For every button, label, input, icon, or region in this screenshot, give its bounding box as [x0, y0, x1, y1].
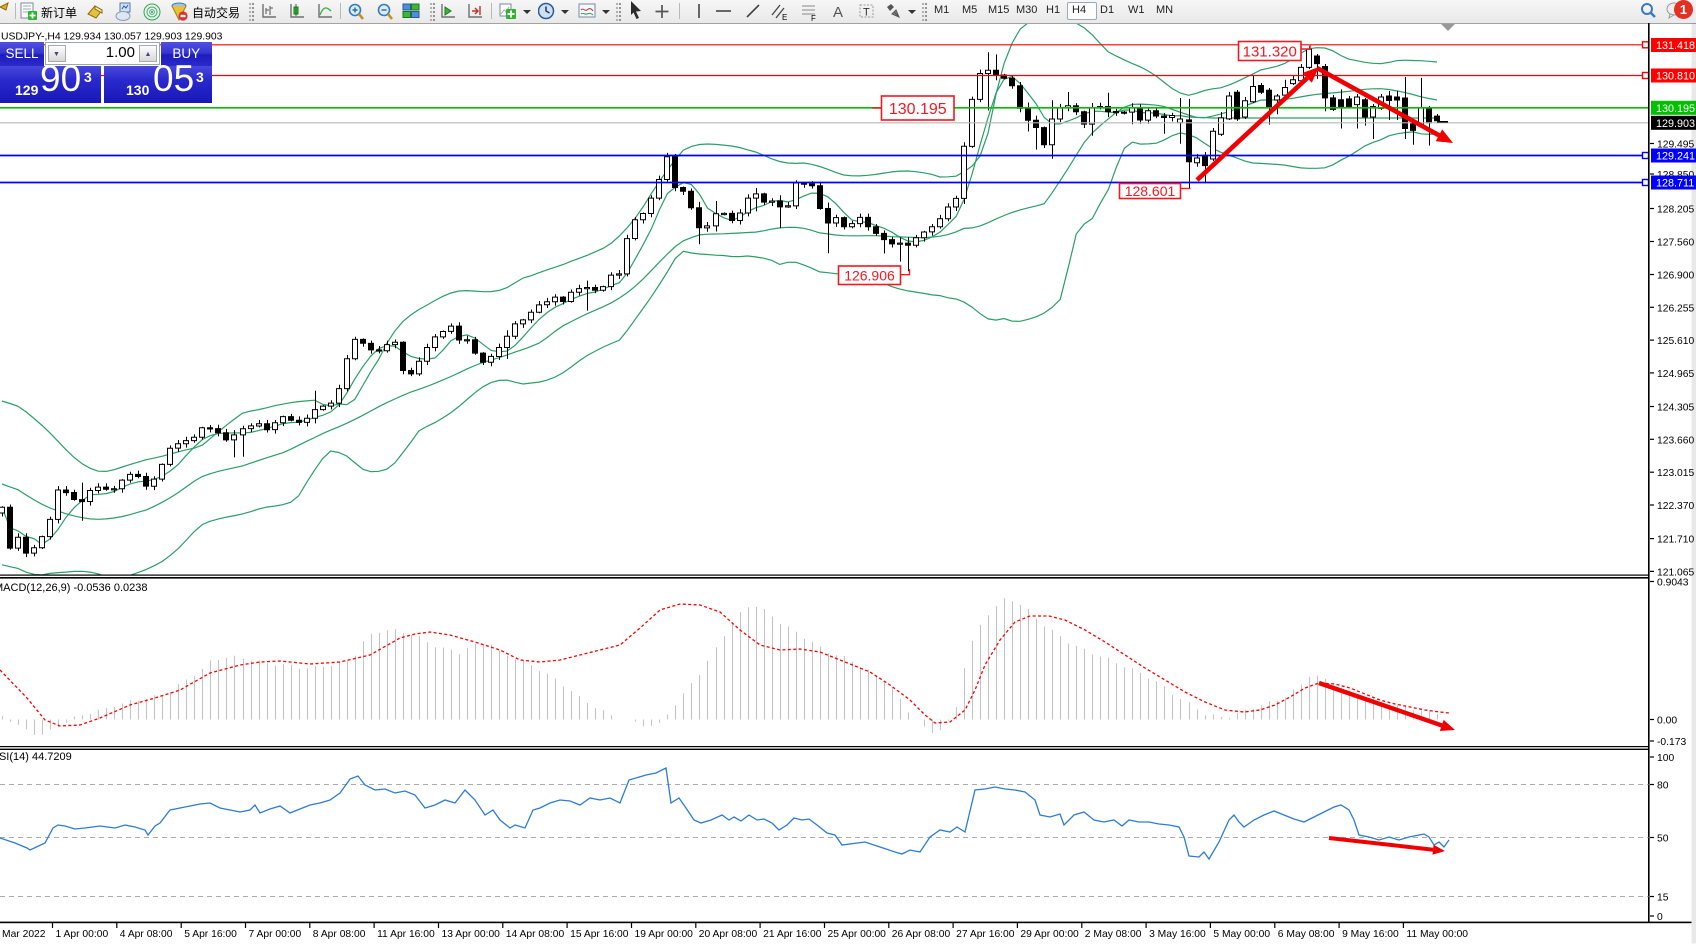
- svg-text:-0.173: -0.173: [1657, 737, 1686, 748]
- svg-text:130.195: 130.195: [1656, 103, 1695, 115]
- svg-text:121.710: 121.710: [1657, 535, 1694, 546]
- svg-text:50: 50: [1657, 834, 1669, 845]
- svg-text:128.711: 128.711: [1656, 178, 1694, 190]
- svg-text:E: E: [782, 13, 787, 22]
- svg-text:15 Apr 16:00: 15 Apr 16:00: [570, 929, 629, 940]
- svg-text:125.610: 125.610: [1657, 336, 1694, 347]
- svg-text:25 Apr 00:00: 25 Apr 00:00: [828, 929, 887, 940]
- svg-text:27 Apr 16:00: 27 Apr 16:00: [956, 929, 1015, 940]
- svg-text:124.965: 124.965: [1657, 369, 1694, 380]
- svg-text:2 May 08:00: 2 May 08:00: [1085, 929, 1142, 940]
- svg-text:21 Apr 16:00: 21 Apr 16:00: [763, 929, 822, 940]
- svg-text:122.370: 122.370: [1657, 501, 1694, 512]
- svg-text:0.00: 0.00: [1657, 716, 1677, 727]
- svg-text:5 Apr 16:00: 5 Apr 16:00: [184, 929, 237, 940]
- svg-text:26 Apr 08:00: 26 Apr 08:00: [892, 929, 951, 940]
- svg-text:123.015: 123.015: [1657, 468, 1694, 479]
- svg-text:0: 0: [1657, 912, 1663, 923]
- svg-text:USDJPY-,H4 129.934 130.057 12: USDJPY-,H4 129.934 130.057 129.903 129.9…: [1, 32, 223, 43]
- svg-text:123.660: 123.660: [1657, 435, 1694, 446]
- svg-text:129.903: 129.903: [1656, 118, 1695, 130]
- svg-text:130.195: 130.195: [889, 101, 947, 118]
- svg-text:131.320: 131.320: [1243, 43, 1297, 60]
- svg-text:126.900: 126.900: [1657, 271, 1694, 282]
- svg-text:128.205: 128.205: [1657, 205, 1694, 216]
- svg-text:4 Apr 08:00: 4 Apr 08:00: [120, 929, 173, 940]
- svg-text:T: T: [863, 7, 870, 19]
- svg-text:6 May 08:00: 6 May 08:00: [1278, 929, 1335, 940]
- svg-text:127.560: 127.560: [1657, 238, 1694, 249]
- svg-text:129.241: 129.241: [1656, 151, 1695, 163]
- svg-text:7 Apr 00:00: 7 Apr 00:00: [249, 929, 302, 940]
- svg-text:129.495: 129.495: [1657, 140, 1694, 151]
- svg-text:80: 80: [1657, 781, 1669, 792]
- svg-text:RSI(14) 44.7209: RSI(14) 44.7209: [0, 751, 72, 763]
- svg-text:F: F: [811, 14, 816, 22]
- svg-text:0.9043: 0.9043: [1657, 578, 1689, 589]
- svg-text:14 Apr 08:00: 14 Apr 08:00: [506, 929, 565, 940]
- svg-text:100: 100: [1657, 753, 1674, 764]
- svg-text:1 Apr 00:00: 1 Apr 00:00: [56, 929, 109, 940]
- svg-text:A: A: [833, 4, 843, 21]
- svg-text:5 May 00:00: 5 May 00:00: [1213, 929, 1270, 940]
- svg-text:126.906: 126.906: [844, 267, 895, 283]
- svg-text:13 Apr 00:00: 13 Apr 00:00: [442, 929, 501, 940]
- svg-text:131.418: 131.418: [1656, 40, 1695, 52]
- svg-text:15: 15: [1657, 893, 1669, 904]
- svg-text:124.305: 124.305: [1657, 403, 1694, 414]
- svg-text:Mar 2022: Mar 2022: [2, 929, 46, 940]
- svg-text:29 Apr 00:00: 29 Apr 00:00: [1020, 929, 1079, 940]
- svg-text:128.601: 128.601: [1125, 183, 1176, 199]
- svg-text:MACD(12,26,9) -0.0536 0.0238: MACD(12,26,9) -0.0536 0.0238: [0, 582, 147, 594]
- svg-text:11 May 00:00: 11 May 00:00: [1406, 929, 1468, 940]
- svg-text:9 May 16:00: 9 May 16:00: [1342, 929, 1399, 940]
- svg-text:126.255: 126.255: [1657, 303, 1694, 314]
- svg-text:11 Apr 16:00: 11 Apr 16:00: [377, 929, 435, 940]
- svg-text:130.810: 130.810: [1656, 71, 1695, 83]
- svg-text:121.065: 121.065: [1657, 567, 1694, 578]
- svg-text:3 May 16:00: 3 May 16:00: [1149, 929, 1206, 940]
- svg-text:19 Apr 00:00: 19 Apr 00:00: [635, 929, 694, 940]
- svg-text:8 Apr 08:00: 8 Apr 08:00: [313, 929, 366, 940]
- svg-text:20 Apr 08:00: 20 Apr 08:00: [699, 929, 758, 940]
